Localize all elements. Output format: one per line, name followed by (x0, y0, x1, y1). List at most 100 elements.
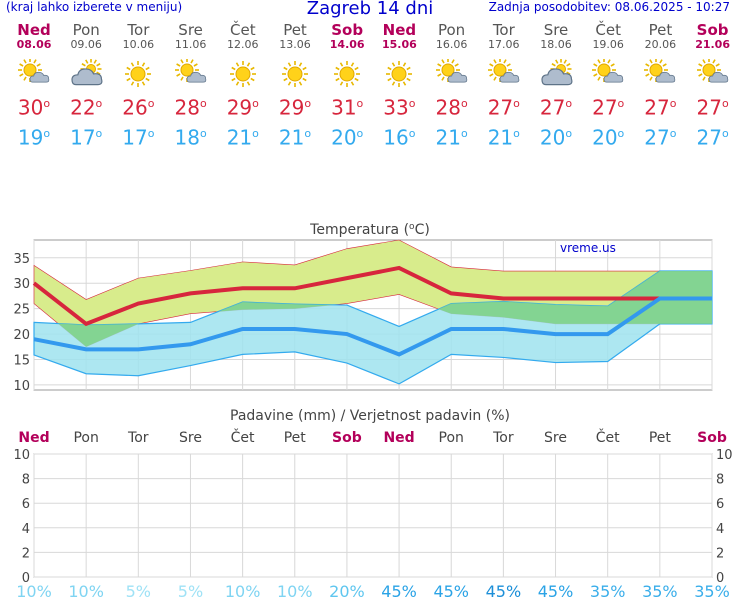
temp-ytick: 15 (13, 353, 30, 368)
degree-sign: o (721, 126, 729, 140)
day-column: Sre 11.06 28o 18o (165, 22, 217, 150)
max-temp: 29o (217, 91, 269, 121)
min-temp-value: 18 (174, 125, 200, 150)
precip-probability: 10% (277, 582, 313, 600)
min-temp: 16o (373, 121, 425, 151)
max-temp: 27o (687, 91, 739, 121)
day-name: Ned (17, 21, 51, 39)
max-temp-value: 27 (539, 95, 566, 120)
precip-day-label: Sob (697, 430, 727, 446)
precip-probability: 5% (126, 582, 151, 600)
day-name: Sre (178, 21, 203, 39)
min-temp: 21o (478, 121, 530, 151)
precip-probability: 35% (590, 582, 626, 600)
min-temp-value: 21 (278, 125, 305, 150)
min-temp: 20o (582, 121, 634, 151)
max-temp-value: 30 (17, 95, 44, 120)
degree-sign: o (669, 126, 677, 140)
sunny-icon (282, 61, 308, 87)
sunny-icon (386, 61, 413, 87)
day-date: 09.06 (70, 38, 102, 51)
day-date: 10.06 (122, 38, 155, 51)
day-name: Ned (382, 21, 417, 39)
temp-chart-title: Temperatura (oC) (309, 222, 430, 238)
max-temp: 27o (478, 91, 530, 121)
min-temp: 17o (60, 121, 112, 151)
cloudy-icon (71, 59, 103, 86)
max-temp: 30o (8, 91, 60, 121)
min-temp-value: 21 (487, 125, 514, 150)
day-column: Tor 17.06 27o 21o (478, 22, 530, 150)
precip-day-label: Pon (439, 430, 464, 446)
min-temp: 17o (112, 121, 164, 151)
day-date: 15.06 (381, 38, 417, 51)
day-date: 16.06 (435, 38, 468, 51)
last-updated: Zadnja posodobitev: 08.06.2025 - 10:27 (488, 0, 730, 14)
precip-ytick-left: 2 (22, 546, 30, 561)
min-temp: 27o (634, 121, 686, 151)
precip-ytick-right: 6 (716, 497, 724, 512)
min-temp-value: 27 (696, 125, 722, 150)
day-date: 14.06 (329, 38, 365, 51)
day-name: Tor (492, 21, 515, 39)
min-temp: 21o (426, 121, 478, 151)
degree-sign: o (147, 97, 155, 110)
precip-probability: 35% (694, 582, 730, 600)
sunny-icon (229, 61, 256, 87)
partly-cloudy-icon (487, 59, 520, 83)
degree-sign: o (565, 97, 573, 110)
max-temp: 29o (269, 91, 321, 121)
min-temp: 21o (269, 121, 321, 151)
min-temp-line (33, 296, 712, 357)
degree-sign: o (356, 126, 364, 140)
day-column: Pet 20.06 27o 27o (634, 22, 686, 150)
max-temp: 22o (60, 91, 112, 121)
min-temp-value: 21 (435, 125, 461, 150)
max-temp: 26o (112, 91, 164, 121)
degree-sign: o (199, 126, 207, 140)
min-temp: 19o (8, 121, 60, 151)
max-temp: 28o (426, 91, 478, 121)
precip-ytick-right: 0 (716, 571, 724, 586)
degree-sign: o (408, 97, 416, 110)
day-column: Sre 18.06 27o 20o (530, 22, 582, 150)
max-temp: 28o (165, 91, 217, 121)
degree-sign: o (513, 126, 520, 140)
temp-ytick: 35 (13, 252, 30, 267)
day-date: 13.06 (279, 38, 311, 51)
precip-day-label: Pon (73, 430, 98, 446)
max-temp-value: 22 (70, 95, 96, 120)
day-name: Čet (230, 21, 256, 39)
degree-sign: o (617, 126, 625, 140)
max-temp: 31o (321, 91, 373, 121)
max-temp: 27o (530, 91, 582, 121)
day-date: 21.06 (695, 38, 730, 51)
day-column: Pet 13.06 29o 21o (269, 22, 321, 150)
min-temp-value: 20 (539, 125, 566, 150)
max-temp: 33o (373, 91, 425, 121)
degree-sign: o (513, 97, 520, 110)
day-name: Pet (648, 21, 673, 39)
precip-probability: 45% (433, 582, 469, 600)
precip-day-label: Pet (284, 430, 307, 446)
min-temp: 20o (530, 121, 582, 151)
band-overlap (58, 271, 712, 347)
day-date: 20.06 (644, 38, 677, 51)
day-name: Sob (331, 21, 364, 39)
day-name: Sre (543, 21, 569, 39)
max-temp-value: 27 (592, 95, 618, 120)
min-temp-value: 27 (644, 125, 670, 150)
partly-cloudy-icon (435, 59, 467, 83)
precip-ytick-right: 2 (716, 546, 724, 561)
degree-sign: o (95, 97, 103, 110)
min-temp: 27o (687, 121, 739, 151)
sunny-icon (334, 61, 361, 87)
precip-ytick-left: 6 (22, 497, 30, 512)
sunny-icon (125, 61, 152, 87)
precip-day-label: Sob (332, 430, 362, 446)
cloudy-icon (541, 59, 573, 86)
min-temp-value: 20 (331, 125, 357, 150)
day-date: 12.06 (227, 38, 259, 51)
partly-cloudy-icon (696, 59, 728, 83)
precip-ytick-left: 0 (22, 571, 30, 586)
